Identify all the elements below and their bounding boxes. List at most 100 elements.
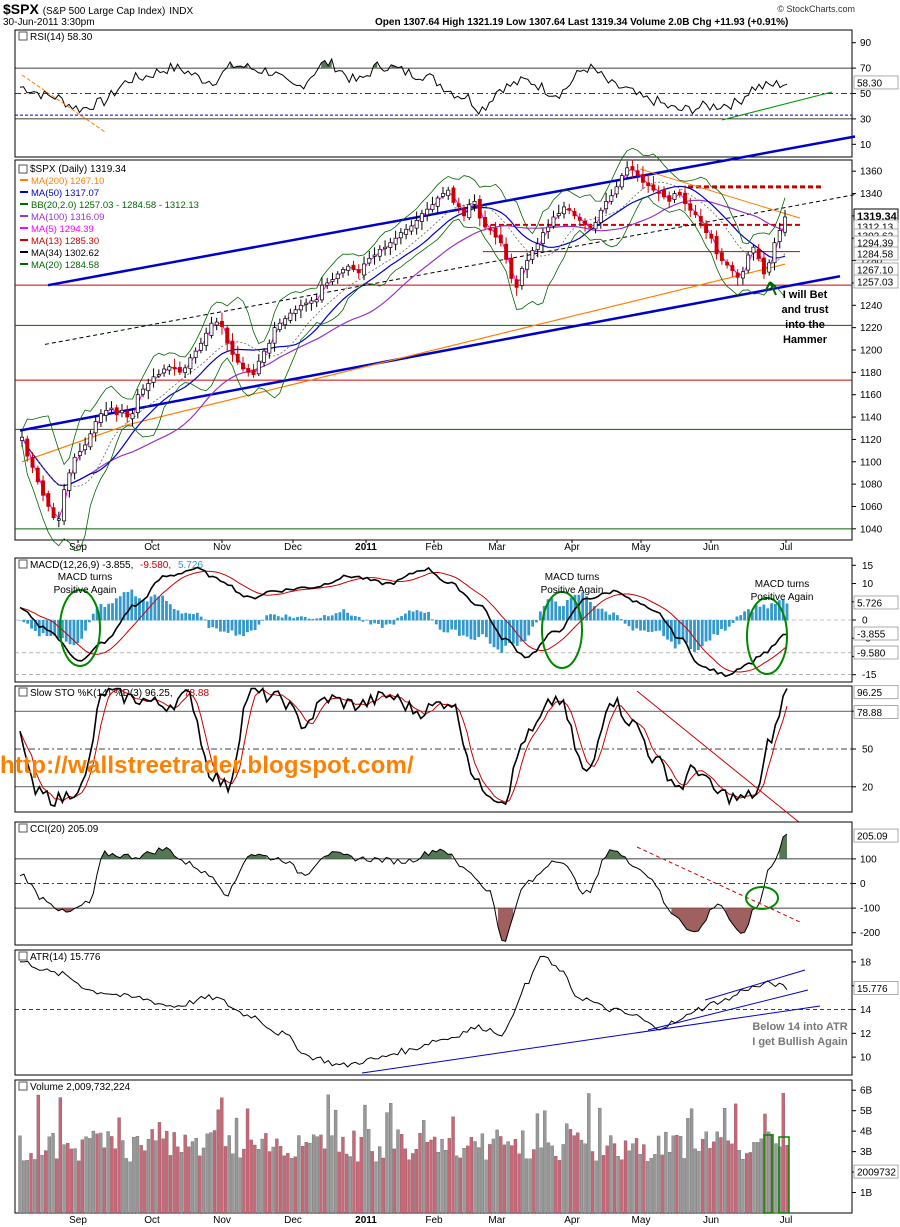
macd-histogram-bar [696, 620, 700, 650]
volume-bar [366, 1129, 371, 1214]
macd-histogram-bar [26, 620, 30, 624]
volume-bar [165, 1130, 169, 1214]
macd-histogram-bar [319, 617, 323, 621]
macd-histogram-bar [72, 620, 76, 646]
exchange: INDX [169, 6, 194, 17]
price-candle-body [756, 248, 761, 259]
price-candle-body [288, 312, 293, 321]
volume-bar [675, 1134, 679, 1214]
hammer-note-line: Hammer [782, 334, 828, 346]
volume-bar [238, 1157, 242, 1214]
rsi-axis-tick-label: 70 [860, 64, 872, 75]
price-candle-body [483, 217, 488, 228]
macd-histogram-bar [739, 615, 743, 621]
macd-note-1: MACD turns Positive Again [40, 571, 130, 597]
macd-histogram-bar [538, 611, 542, 621]
macd-histogram-bar [37, 620, 41, 637]
price-axis-tick-label: 1360 [860, 167, 883, 178]
macd-histogram-bar [307, 618, 311, 621]
macd-histogram-bar [165, 600, 168, 621]
price-candle-body [519, 268, 524, 286]
volume-bar [653, 1154, 657, 1214]
macd-histogram-bar [91, 613, 95, 621]
volume-bar [748, 1152, 752, 1214]
price-candle-body [472, 201, 477, 205]
volume-bar [209, 1132, 213, 1214]
volume-bar [278, 1146, 283, 1214]
volume-bar [62, 1144, 66, 1214]
macd-histogram-bar [280, 617, 284, 621]
price-candle-body [277, 322, 282, 330]
price-candle-body [619, 175, 624, 188]
price-candle-body [698, 216, 703, 222]
volume-bar [121, 1140, 125, 1214]
macd-note-3: MACD turns Positive Again [737, 578, 827, 604]
volume-bar [715, 1131, 719, 1214]
volume-bar [297, 1135, 301, 1214]
atr-panel [14, 949, 853, 1076]
macd-histogram-bar [754, 604, 758, 621]
macd-histogram-bar [481, 620, 484, 635]
volume-bar [568, 1129, 573, 1214]
price-candle-body [735, 272, 740, 278]
volume-bar [44, 1150, 48, 1214]
volume-bar [84, 1136, 88, 1214]
price-candle-body [540, 232, 545, 244]
price-candle-body [630, 166, 635, 171]
price-candle-body [667, 195, 672, 202]
volume-bar [73, 1148, 77, 1214]
volume-bar [704, 1131, 708, 1214]
macd-histogram-bar [500, 620, 504, 653]
volume-bar [433, 1136, 437, 1214]
macd-histogram-bar [484, 620, 488, 638]
macd-histogram-bar [635, 620, 639, 629]
cci-title: CCI(20) 205.09 [30, 824, 99, 835]
macd-histogram-bar [666, 620, 669, 640]
volume-bar [58, 1097, 63, 1214]
macd-histogram-bar [234, 620, 238, 636]
macd-histogram-bar [188, 613, 191, 621]
price-candle-body [525, 260, 530, 270]
macd-histogram-bar [265, 615, 269, 621]
macd-histogram-bar [215, 620, 218, 629]
volume-bar [22, 1160, 26, 1214]
atr-note-line: Below 14 into ATR [752, 1021, 848, 1033]
macd-histogram-bar [118, 596, 122, 621]
volume-bar [693, 1148, 697, 1214]
macd-histogram-bar [465, 620, 469, 637]
price-candle-body [677, 191, 682, 195]
price-candle-body [356, 269, 361, 274]
volume-bar [781, 1093, 785, 1214]
price-legend-item: MA(20) 1284.58 [31, 260, 99, 271]
volume-bar [315, 1136, 319, 1214]
volume-bar [212, 1130, 217, 1214]
macd-histogram-bar [95, 607, 99, 621]
price-month-label: Oct [144, 542, 160, 553]
price-candle-body [435, 197, 440, 207]
sto-last-k: 96.25 [857, 688, 882, 699]
price-candle-body [98, 413, 103, 423]
rsi-title: RSI(14) 58.30 [30, 32, 93, 43]
macd-histogram-bar [727, 620, 731, 627]
volume-month-label: Jul [780, 1215, 793, 1226]
volume-bar [583, 1143, 587, 1214]
price-axis-tick-label: 1340 [860, 189, 883, 200]
rsi-title-toggle-icon [18, 31, 28, 41]
macd-histogram-bar [299, 616, 303, 621]
macd-last-hist-box [853, 595, 899, 610]
price-candle-body [188, 357, 193, 370]
macd-signal-line [19, 570, 788, 673]
price-candle-body [319, 284, 324, 301]
sto-title-icon-toggle-icon [18, 687, 28, 697]
sto-k-line [19, 686, 788, 808]
macd-histogram-bar [392, 620, 396, 625]
volume-bar [400, 1133, 404, 1214]
price-candle-body [456, 203, 461, 208]
macd-histogram-bar [689, 620, 693, 649]
volume-bar [88, 1138, 92, 1214]
volume-month-label: May [632, 1215, 651, 1226]
macd-histogram-bar [30, 620, 33, 629]
volume-bar [627, 1150, 631, 1214]
macd-tick-label: 15 [862, 561, 874, 572]
